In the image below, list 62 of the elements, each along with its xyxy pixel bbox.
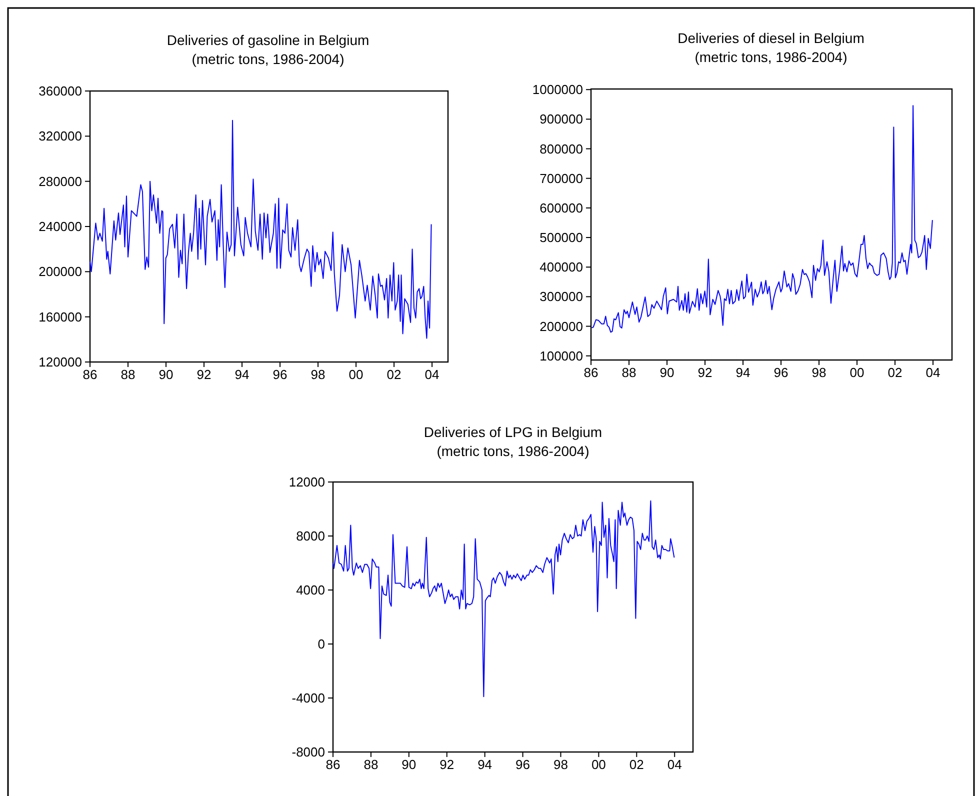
y-tick-label: 280000 [38, 174, 82, 189]
x-tick-label: 98 [310, 367, 326, 382]
x-tick-label: 02 [386, 367, 402, 382]
y-tick-label: 160000 [38, 309, 82, 324]
chart-subtitle: (metric tons, 1986-2004) [436, 443, 590, 459]
y-tick-label: 200000 [540, 318, 583, 334]
x-tick-label: 88 [120, 367, 136, 382]
x-tick-label: 94 [736, 365, 750, 380]
y-tick-label: 900000 [540, 112, 583, 127]
chart-title: Deliveries of gasoline in Belgium [166, 32, 370, 48]
y-tick-label: -4000 [292, 690, 325, 706]
y-tick-label: 400000 [540, 260, 583, 275]
x-tick-label: 86 [584, 365, 598, 380]
chart-title: Deliveries of LPG in Belgium [424, 424, 602, 440]
y-tick-label: 8000 [296, 528, 325, 544]
line-series [332, 500, 675, 698]
x-tick-label: 96 [272, 367, 288, 382]
x-tick-label: 86 [82, 367, 98, 382]
x-tick-label: 04 [926, 365, 940, 380]
x-tick-label: 00 [348, 367, 364, 382]
y-tick-label: 4000 [296, 582, 325, 598]
chart-subtitle: (metric tons, 1986-2004) [192, 51, 344, 67]
y-tick-label: 360000 [38, 84, 82, 98]
y-tick-label: 120000 [38, 354, 82, 370]
y-tick-label: 320000 [38, 128, 82, 144]
chart-subtitle: (metric tons, 1986-2004) [694, 49, 848, 65]
x-tick-label: 90 [158, 367, 174, 382]
x-tick-label: 90 [402, 757, 416, 772]
x-tick-label: 02 [888, 365, 902, 380]
x-tick-label: 92 [698, 365, 712, 380]
x-tick-label: 02 [629, 757, 644, 772]
y-tick-label: -8000 [292, 744, 325, 760]
y-tick-label: 12000 [288, 474, 325, 490]
y-tick-label: 0 [318, 636, 325, 652]
y-tick-label: 1000000 [532, 82, 583, 98]
x-tick-label: 94 [234, 367, 250, 382]
x-tick-label: 88 [622, 365, 636, 380]
y-tick-label: 200000 [38, 264, 82, 280]
x-tick-label: 92 [440, 757, 454, 772]
x-tick-label: 04 [667, 757, 682, 772]
x-tick-label: 00 [850, 365, 864, 380]
y-tick-label: 100000 [540, 348, 583, 364]
x-tick-label: 94 [478, 757, 492, 772]
x-tick-label: 96 [516, 757, 530, 772]
x-tick-label: 92 [196, 367, 212, 382]
x-tick-label: 00 [591, 757, 606, 772]
x-tick-label: 98 [553, 757, 568, 772]
y-tick-label: 500000 [540, 230, 583, 246]
y-tick-label: 600000 [540, 200, 583, 216]
chart-title: Deliveries of diesel in Belgium [678, 30, 864, 46]
y-tick-label: 300000 [540, 289, 583, 304]
x-tick-label: 90 [660, 365, 674, 380]
line-series [90, 120, 432, 339]
x-tick-label: 04 [424, 367, 440, 382]
y-tick-label: 800000 [540, 141, 583, 156]
x-tick-label: 86 [326, 757, 340, 772]
x-tick-label: 88 [364, 757, 378, 772]
x-tick-label: 98 [812, 365, 826, 380]
x-tick-label: 96 [774, 365, 788, 380]
y-tick-label: 700000 [540, 170, 583, 186]
y-tick-label: 240000 [38, 219, 82, 234]
line-series [591, 105, 933, 333]
